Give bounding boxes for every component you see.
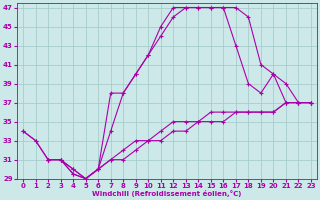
X-axis label: Windchill (Refroidissement éolien,°C): Windchill (Refroidissement éolien,°C): [92, 190, 242, 197]
